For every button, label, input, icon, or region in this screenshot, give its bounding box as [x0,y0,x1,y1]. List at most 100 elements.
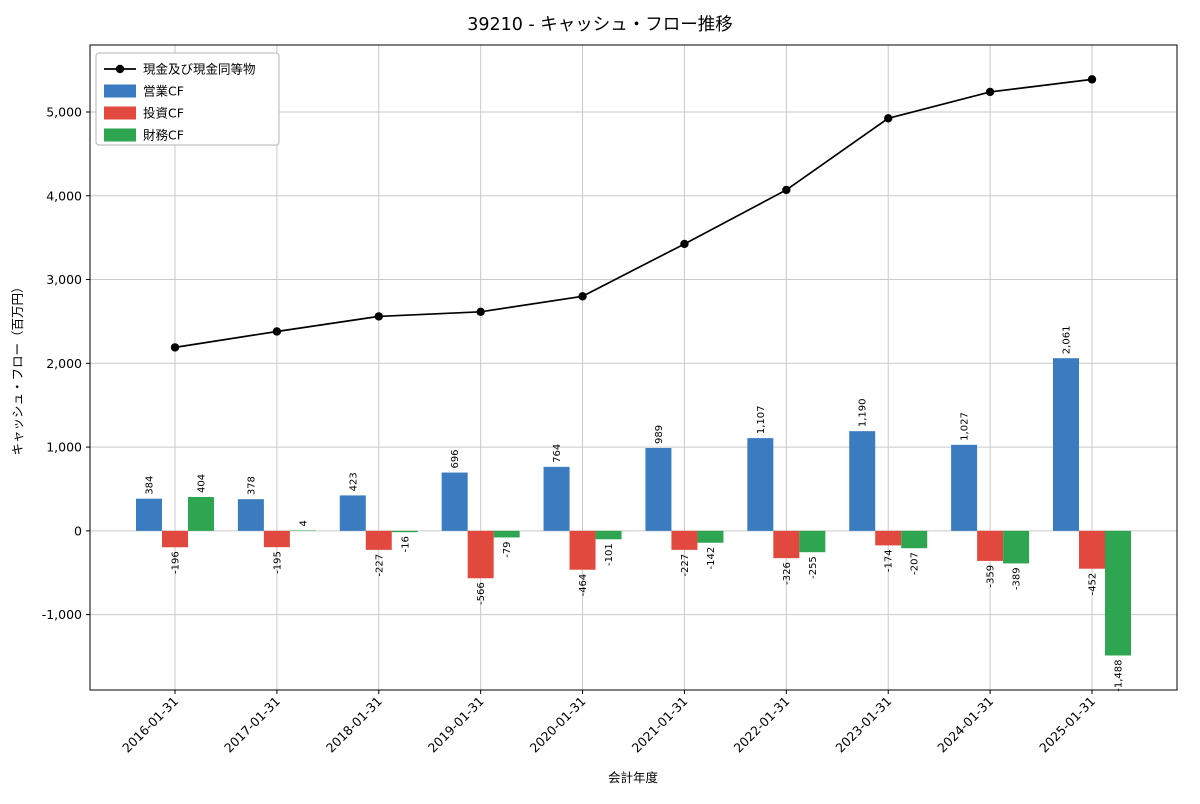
cash-line-marker [578,292,587,301]
bar [595,530,622,540]
bar-value-label: -174 [884,549,895,572]
chart-title: 39210 - キャッシュ・フロー推移 [467,15,733,35]
x-tick-label: 2022-01-31 [730,694,792,756]
y-tick-label: 1,000 [46,440,82,455]
legend-marker-icon [115,64,125,74]
cash-line-marker [985,87,995,97]
y-tick-label: -1,000 [42,607,82,622]
bar [849,431,876,531]
cash-line [174,78,1093,349]
legend-item-investing-cf: 投資CF [104,106,184,121]
bar-value-label: -142 [706,547,717,570]
bar-value-label: 404 [197,474,208,493]
cash-line-marker [782,185,791,195]
legend-item-financing-cf: 財務CF [104,128,184,143]
axis-ticks: -1,000 0 1,000 2,000 3,000 4,000 5,000 2016-01-… [42,105,1098,756]
y-tick-label: 0 [74,523,82,538]
bar-value-label: 2,061 [1062,326,1073,355]
bar-value-label: 1,190 [858,399,869,428]
legend-label-financing: 財務CF [143,128,184,143]
legend-swatch-investing [104,106,136,120]
bar-value-label: -16 [400,536,411,552]
bar-value-label: 1,107 [756,405,767,434]
bar [875,530,902,546]
bar-value-label: -255 [808,556,819,579]
bar [951,444,978,531]
bar [799,530,826,553]
bar [467,530,494,579]
bar-value-label: -227 [680,554,691,577]
bar-value-label: -195 [272,551,283,574]
legend-item-cash: 現金及び現金同等物 [104,62,256,77]
bar-series: 384 378 423 696 764 989 1,107 1,190 1,027 2,061 -1… [136,326,1131,692]
x-tick-label: 2019-01-31 [425,694,487,756]
bar-value-label: -1,488 [1114,659,1125,691]
cash-line-series [170,75,1097,352]
bar-value-label: 384 [145,476,156,495]
bar [441,472,468,531]
bar [1003,530,1030,564]
x-tick-label: 2017-01-31 [221,694,283,756]
bar [188,497,214,531]
bar [339,495,366,531]
bar [493,530,520,538]
bar [136,498,162,531]
bar-value-label: -196 [171,551,182,574]
bar-value-label: -464 [578,574,589,597]
bar-value-label: -359 [986,565,997,588]
bar-value-label: 764 [552,444,563,463]
bar [237,499,264,531]
bar [263,530,290,548]
legend-item-operating-cf: 営業CF [104,84,184,99]
bar [1079,530,1105,569]
bar-value-label: -452 [1088,573,1099,596]
bar-value-label: 989 [654,425,665,444]
x-tick-label: 2024-01-31 [934,694,996,756]
plot-border [89,44,1178,691]
x-tick-label: 2016-01-31 [119,694,181,756]
cash-line-marker [1087,75,1097,84]
y-tick-label: 2,000 [46,356,82,371]
bar [671,530,698,550]
y-tick-label: 5,000 [46,105,82,120]
legend-box [95,52,280,146]
legend-swatch-financing [104,128,136,142]
bar [1105,530,1131,656]
bar [543,466,570,531]
x-tick-label: 2023-01-31 [832,694,894,756]
y-axis-label: キャッシュ・フロー（百万円） [10,280,25,455]
x-axis-label: 会計年度 [608,770,659,785]
x-tick-label: 2025-01-31 [1036,694,1098,756]
cash-line-marker [884,114,893,123]
x-tick-label: 2020-01-31 [527,694,589,756]
cash-line-marker [272,327,282,336]
bar-value-label: -566 [476,582,487,605]
bar [773,530,800,559]
cash-line-marker [374,312,383,321]
bar-value-label: 423 [348,472,359,491]
bar [1053,358,1079,531]
bar-value-label: -101 [604,543,615,566]
bar-value-label: -326 [782,562,793,585]
bar-value-label: -227 [374,554,385,577]
bar-value-label: 378 [246,476,257,495]
bar-value-label: -79 [502,541,513,557]
bar [747,438,774,531]
legend-label-investing: 投資CF [143,106,184,121]
bar [697,530,724,543]
bar [391,530,418,533]
legend: 現金及び現金同等物 営業CF 投資CF 財務CF [95,52,280,146]
x-tick-label: 2021-01-31 [629,694,691,756]
cash-line-marker [476,307,485,316]
bar [289,530,316,532]
bar-value-label: 4 [298,520,309,526]
bar-value-label: -389 [1012,567,1023,590]
bar [365,530,392,550]
bar-value-label: -207 [910,552,921,575]
cash-line-marker [680,239,689,249]
legend-swatch-operating [104,84,136,98]
x-tick-label: 2018-01-31 [323,694,385,756]
y-tick-label: 4,000 [46,188,82,203]
